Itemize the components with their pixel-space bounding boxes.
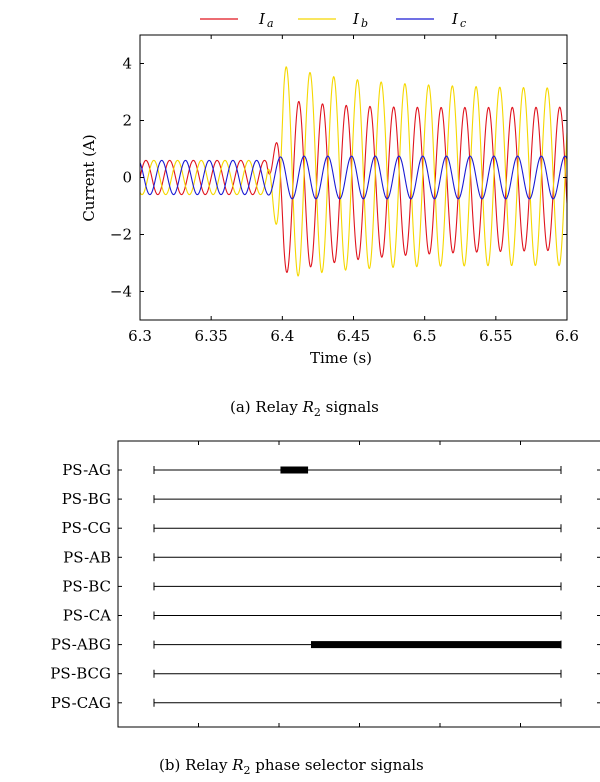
phase-selector-rows: PS-AG PS-BG PS-CG PS-AB PS-BC PS-CA PS-ABG PS-B… <box>50 461 600 712</box>
y-tick-label: 2 <box>122 112 132 130</box>
current-y-ticks: −4 −2 0 2 4 <box>110 55 567 301</box>
signal-row-ps-ca: PS-CA <box>63 607 600 625</box>
series-line-ic <box>140 155 567 200</box>
legend: I a I b I c <box>200 10 466 30</box>
signal-label: PS-BG <box>62 490 111 508</box>
current-plot: 6.3 6.35 6.4 6.45 6.5 6.55 6.6 −4 −2 0 2 4 Time (s… <box>80 34 579 367</box>
legend-entry-ic: I c <box>396 10 466 30</box>
caption-a-text: (a) Relay R2 signals <box>230 398 379 419</box>
y-tick-label: −2 <box>110 226 132 244</box>
legend-label-ic: I <box>451 10 459 28</box>
phase-selector-ticks <box>198 441 521 727</box>
y-tick-label: 0 <box>122 169 132 187</box>
signal-label: PS-CAG <box>51 694 111 712</box>
signal-label: PS-BCG <box>50 665 111 683</box>
signal-label: PS-CG <box>62 519 111 537</box>
signal-label: PS-AB <box>63 548 111 566</box>
legend-entry-ia: I a <box>200 10 274 30</box>
signal-row-ps-bc: PS-BC <box>62 577 600 595</box>
signal-row-ps-ag: PS-AG <box>62 461 600 479</box>
signal-row-ps-cg: PS-CG <box>62 519 600 537</box>
x-tick-label: 6.55 <box>479 327 512 345</box>
current-plot-frame <box>139 34 568 321</box>
legend-label-ia: I <box>258 10 266 28</box>
signal-row-ps-ab: PS-AB <box>63 548 600 566</box>
legend-sub-ia: a <box>267 17 274 30</box>
legend-entry-ib: I b <box>298 10 368 30</box>
caption-b: (b) Relay R2 phase selector signals <box>159 756 424 777</box>
legend-sub-ic: c <box>460 17 466 30</box>
x-tick-label: 6.35 <box>194 327 227 345</box>
signal-label: PS-BC <box>62 577 111 595</box>
current-series-group <box>140 66 567 277</box>
current-x-ticks: 6.3 6.35 6.4 6.45 6.5 6.55 6.6 <box>128 35 579 345</box>
x-tick-label: 6.5 <box>413 327 437 345</box>
legend-sub-ib: b <box>361 17 368 30</box>
caption-b-text: (b) Relay R2 phase selector signals <box>159 756 424 777</box>
x-tick-label: 6.3 <box>128 327 152 345</box>
phase-selector-plot: PS-AG PS-BG PS-CG PS-AB PS-BC PS-CA PS-ABG PS-B… <box>50 440 600 728</box>
signal-label: PS-CA <box>63 607 111 625</box>
signal-row-ps-bcg: PS-BCG <box>50 665 600 683</box>
signal-active-segment <box>280 466 309 474</box>
series-line-ia <box>140 100 567 274</box>
y-tick-label: 4 <box>122 55 132 73</box>
y-tick-label: −4 <box>110 283 132 301</box>
y-axis-label: Current (A) <box>80 134 98 221</box>
signal-row-ps-abg: PS-ABG <box>51 636 600 654</box>
signal-active-segment <box>310 641 561 649</box>
signal-row-ps-cag: PS-CAG <box>51 694 600 712</box>
series-line-ib <box>140 66 567 277</box>
x-tick-label: 6.4 <box>270 327 294 345</box>
x-tick-label: 6.6 <box>555 327 579 345</box>
legend-label-ib: I <box>352 10 360 28</box>
x-tick-label: 6.45 <box>337 327 370 345</box>
signal-label: PS-ABG <box>51 636 111 654</box>
phase-selector-frame <box>117 440 600 728</box>
signal-row-ps-bg: PS-BG <box>62 490 600 508</box>
signal-label: PS-AG <box>62 461 111 479</box>
x-axis-label: Time (s) <box>310 349 372 367</box>
caption-a: (a) Relay R2 signals <box>230 398 379 419</box>
